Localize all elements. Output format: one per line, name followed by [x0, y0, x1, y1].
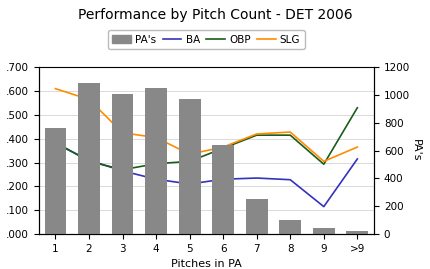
- Bar: [179, 99, 200, 234]
- Bar: [246, 199, 267, 234]
- Legend: PA's, BA, OBP, SLG: PA's, BA, OBP, SLG: [108, 30, 304, 49]
- Bar: [313, 228, 335, 234]
- Text: Performance by Pitch Count - DET 2006: Performance by Pitch Count - DET 2006: [78, 8, 352, 22]
- Bar: [280, 220, 301, 234]
- Bar: [45, 128, 66, 234]
- Bar: [145, 88, 167, 234]
- Bar: [112, 94, 133, 234]
- Bar: [347, 231, 368, 234]
- X-axis label: Pitches in PA: Pitches in PA: [171, 259, 242, 269]
- Bar: [78, 83, 100, 234]
- Bar: [212, 145, 234, 234]
- Y-axis label: PA's: PA's: [411, 139, 421, 162]
